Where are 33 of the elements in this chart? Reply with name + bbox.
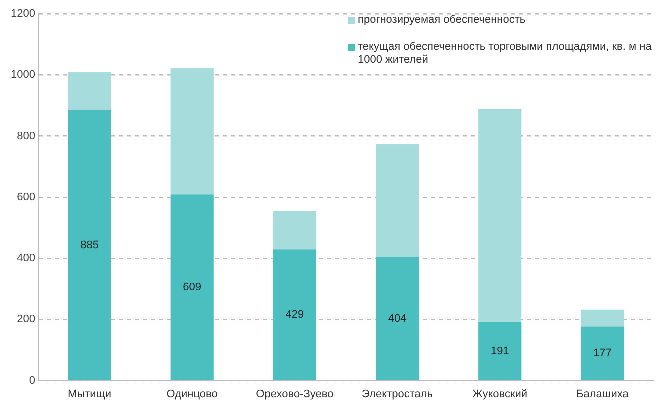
bar: [170, 68, 214, 195]
y-tick-label: 1200: [10, 8, 36, 20]
y-tick-label: 800: [17, 130, 36, 142]
y-tick-label: 0: [29, 374, 36, 387]
bar: [68, 72, 112, 110]
y-tick-label: 600: [17, 191, 36, 204]
x-tick-label: Одинцово: [166, 388, 218, 400]
bar: [170, 194, 214, 380]
bar: [581, 326, 624, 380]
legend-label: текущая обеспеченность торговыми площадями, кв. м на 1000 жителей: [358, 41, 653, 67]
x-tick-label: Жуковский: [472, 388, 528, 400]
x-tick-label: Электросталь: [362, 388, 434, 400]
x-tick-label: Мытищи: [68, 388, 112, 400]
data-label: 609: [183, 281, 202, 294]
bar: [376, 144, 420, 258]
bar: [478, 322, 522, 380]
bar: [478, 109, 522, 322]
bar: [273, 211, 316, 250]
y-tick-label: 1000: [10, 69, 36, 82]
data-label: 191: [490, 345, 510, 358]
data-label: 404: [388, 312, 407, 325]
bar: [581, 310, 624, 327]
legend-label: прогнозируемая обеспеченность: [358, 14, 526, 27]
data-label: 177: [594, 347, 612, 360]
data-label: 885: [80, 239, 99, 252]
bar: [376, 257, 420, 380]
bar: [68, 110, 112, 380]
y-tick-label: 400: [17, 252, 36, 265]
y-tick-label: 200: [17, 314, 36, 326]
bar: [273, 250, 316, 380]
x-tick-label: Орехово-Зуево: [256, 388, 334, 400]
x-tick-label: Балашиха: [576, 388, 630, 400]
data-label: 429: [286, 308, 304, 321]
